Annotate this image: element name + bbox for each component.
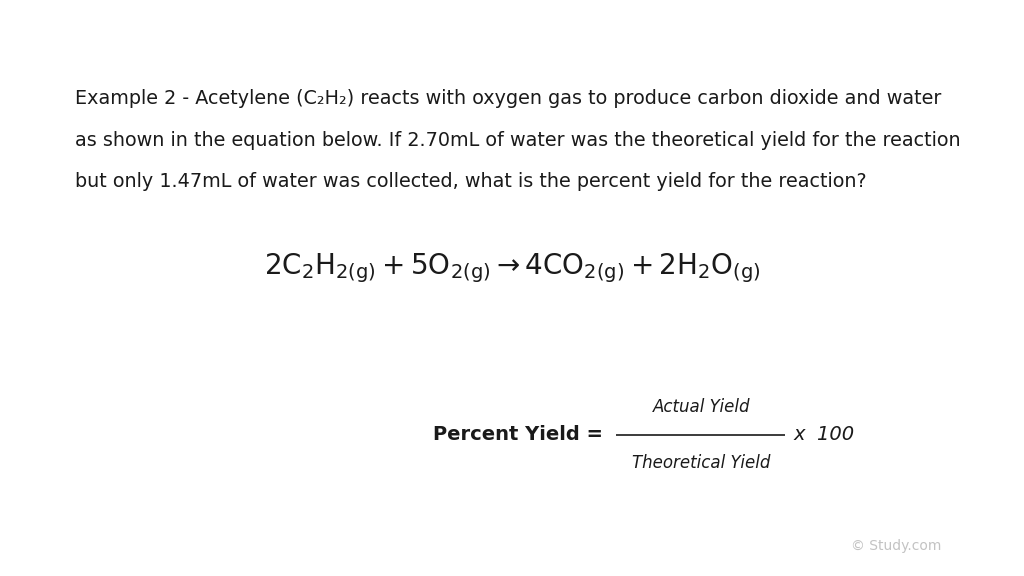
Text: x  100: x 100 xyxy=(794,426,855,444)
Text: Actual Yield: Actual Yield xyxy=(652,398,751,416)
Text: © Study.com: © Study.com xyxy=(851,539,941,553)
Text: $\mathregular{2C_2H_{2(g)} + 5O_{2(g)} \rightarrow 4CO_{2(g)} + 2H_2O_{(g)}}$: $\mathregular{2C_2H_{2(g)} + 5O_{2(g)} \… xyxy=(264,251,760,285)
Text: as shown in the equation below. If 2.70mL of water was the theoretical yield for: as shown in the equation below. If 2.70m… xyxy=(75,131,961,150)
Text: Percent Yield =: Percent Yield = xyxy=(432,426,609,444)
Text: Theoretical Yield: Theoretical Yield xyxy=(632,453,771,472)
Text: but only 1.47mL of water was collected, what is the percent yield for the reacti: but only 1.47mL of water was collected, … xyxy=(75,172,866,191)
Text: Example 2 - Acetylene (C₂H₂) reacts with oxygen gas to produce carbon dioxide an: Example 2 - Acetylene (C₂H₂) reacts with… xyxy=(75,89,941,108)
